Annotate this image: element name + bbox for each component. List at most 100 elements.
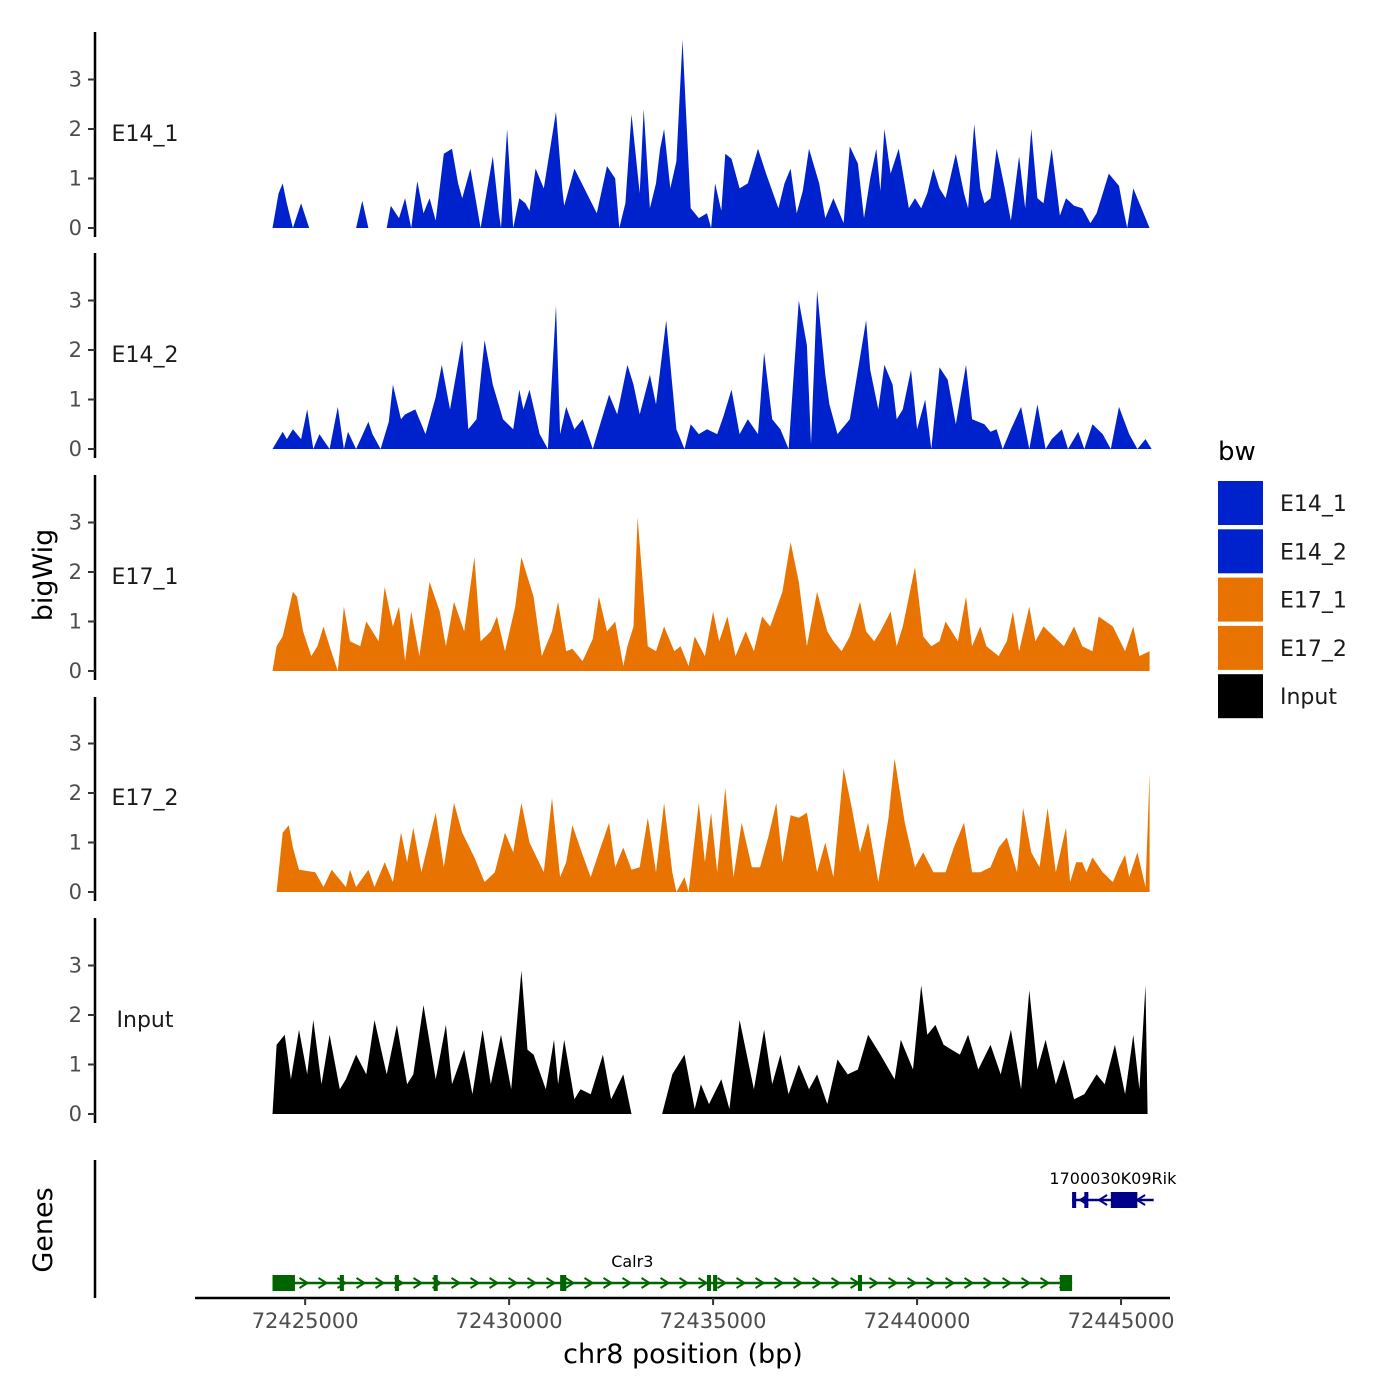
strand-chevron [640, 1277, 652, 1289]
strand-chevron [545, 1277, 557, 1289]
area-E14_2 [272, 290, 1152, 449]
strand-chevron [906, 1277, 918, 1289]
strand-chevron [982, 1277, 994, 1289]
strand-chevron [450, 1277, 462, 1289]
strand-chevron [963, 1277, 975, 1289]
legend-key-E17_2 [1218, 625, 1263, 670]
y-axis-title: bigWig [28, 529, 59, 622]
y-tick-label: 3 [69, 954, 82, 978]
x-axis: 72425000 72430000 72435000 72440000 72445000 [195, 1296, 1175, 1333]
exon [1110, 1192, 1138, 1208]
exon [394, 1275, 399, 1291]
strand-chevron [526, 1277, 538, 1289]
exon [560, 1275, 567, 1291]
gene-label: Calr3 [611, 1252, 653, 1271]
track-E14_2: 0 1 2 3 E14_2 [69, 253, 1152, 461]
genes-track: Calr3 1700030K09Rik [93, 1160, 1177, 1298]
exon [706, 1275, 712, 1291]
strand-chevron [735, 1277, 747, 1289]
strand-chevron [1039, 1277, 1051, 1289]
y-tick-label: 0 [69, 216, 82, 240]
track-label: E14_2 [112, 343, 179, 368]
y-tick-label: 1 [69, 388, 82, 412]
y-tick-label: 0 [69, 880, 82, 904]
x-tick-label: 72445000 [1068, 1309, 1175, 1333]
x-tick-label: 72435000 [660, 1309, 767, 1333]
y-tick-label: 3 [69, 511, 82, 535]
strand-chevron [507, 1277, 519, 1289]
legend-label: E17_1 [1280, 589, 1347, 614]
legend-title: bw [1218, 437, 1256, 467]
y-tick-label: 1 [69, 167, 82, 191]
strand-chevron [621, 1277, 633, 1289]
y-tick-label: 2 [69, 560, 82, 584]
strand-chevron [564, 1277, 576, 1289]
strand-chevron [583, 1277, 595, 1289]
track-E17_1: 0 1 2 3 E17_1 [69, 475, 1150, 683]
x-tick-label: 72425000 [252, 1309, 359, 1333]
strand-chevron [1001, 1277, 1013, 1289]
legend-key-Input [1218, 674, 1263, 719]
strand-chevron [374, 1277, 386, 1289]
y-tick-label: 2 [69, 117, 82, 141]
strand-chevron [925, 1277, 937, 1289]
legend-label: E14_1 [1280, 492, 1347, 517]
track-label: E14_1 [112, 122, 179, 147]
y-tick-label: 3 [69, 68, 82, 92]
legend: bw E14_1 E14_2 E17_1 E17_2 Input [1218, 437, 1347, 719]
strand-chevron [412, 1277, 424, 1289]
gene-Calr3: Calr3 [272, 1252, 1073, 1291]
track-label: Input [117, 1008, 174, 1033]
y-tick-label: 3 [69, 732, 82, 756]
y-tick-label: 3 [69, 289, 82, 313]
area-Input [272, 970, 1148, 1114]
y-tick-label: 0 [69, 659, 82, 683]
legend-key-E14_2 [1218, 529, 1263, 574]
gene-label: 1700030K09Rik [1049, 1169, 1177, 1188]
legend-label: E17_2 [1280, 637, 1347, 662]
exon [1059, 1275, 1073, 1291]
legend-key-E14_1 [1218, 481, 1263, 525]
y-tick-label: 1 [69, 831, 82, 855]
area-E17_2 [276, 758, 1150, 892]
strand-chevron [792, 1277, 804, 1289]
exon [1072, 1192, 1077, 1208]
exon [857, 1275, 862, 1291]
exon [339, 1275, 344, 1291]
strand-chevron [355, 1277, 367, 1289]
strand-chevron [830, 1277, 842, 1289]
exon [272, 1275, 295, 1291]
track-E17_2: 0 1 2 3 E17_2 [69, 697, 1150, 904]
strand-chevron [1020, 1277, 1032, 1289]
track-Input: 0 1 2 3 Input [69, 918, 1148, 1126]
x-tick-label: 72430000 [456, 1309, 563, 1333]
strand-chevron [602, 1277, 614, 1289]
strand-chevron [469, 1277, 481, 1289]
x-axis-title: chr8 position (bp) [563, 1339, 803, 1370]
exon [433, 1275, 438, 1291]
strand-chevron [887, 1277, 899, 1289]
y-tick-label: 2 [69, 1003, 82, 1027]
gene-1700030K09Rik: 1700030K09Rik [1049, 1169, 1177, 1208]
track-E14_1: 0 1 2 3 E14_1 [69, 32, 1150, 240]
track-label: E17_2 [112, 786, 179, 811]
area-E17_1 [272, 517, 1150, 671]
strand-chevron [317, 1277, 329, 1289]
strand-chevron [697, 1277, 709, 1289]
strand-chevron [716, 1277, 728, 1289]
strand-chevron [944, 1277, 956, 1289]
strand-chevron [298, 1277, 310, 1289]
x-tick-label: 72440000 [864, 1309, 971, 1333]
strand-chevron [659, 1277, 671, 1289]
strand-chevron [678, 1277, 690, 1289]
y-tick-label: 0 [69, 1102, 82, 1126]
genes-axis-title: Genes [28, 1187, 59, 1272]
y-tick-label: 1 [69, 610, 82, 634]
tracks: 0 1 2 3 E14_1 0 1 2 3 E14_2 0 1 2 3 E17_1 0 1 2 3 E17_2 0 1 2 3… [69, 32, 1152, 1126]
strand-chevron [811, 1277, 823, 1289]
exon [713, 1275, 718, 1291]
area-E14_1 [272, 39, 1150, 229]
y-tick-label: 2 [69, 781, 82, 805]
strand-chevron [773, 1277, 785, 1289]
